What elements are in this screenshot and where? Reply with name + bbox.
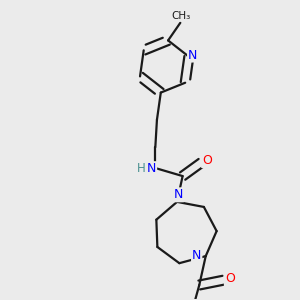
Text: O: O xyxy=(225,272,235,285)
Text: O: O xyxy=(202,154,212,167)
Text: N: N xyxy=(174,188,183,201)
Text: N: N xyxy=(188,49,197,62)
Text: CH₃: CH₃ xyxy=(171,11,190,21)
Text: N: N xyxy=(192,249,201,262)
Text: H: H xyxy=(136,162,145,175)
Text: N: N xyxy=(147,162,156,175)
